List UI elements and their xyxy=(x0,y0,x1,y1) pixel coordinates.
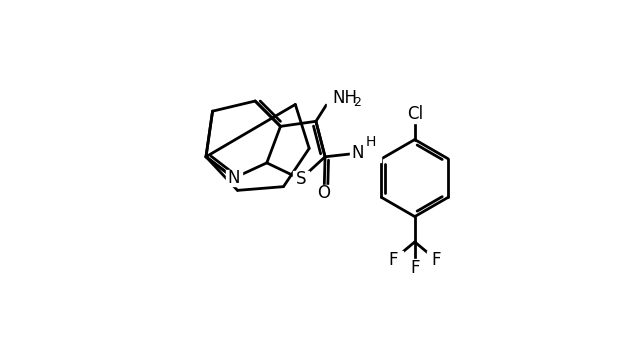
Text: N: N xyxy=(228,169,240,187)
Bar xyxy=(226,170,242,186)
Bar xyxy=(427,251,445,269)
Bar xyxy=(406,259,424,277)
Bar xyxy=(292,171,309,187)
Text: H: H xyxy=(365,135,376,148)
Bar xyxy=(327,89,360,107)
Text: S: S xyxy=(296,170,306,188)
Text: N: N xyxy=(351,144,364,162)
Bar xyxy=(316,185,332,201)
Text: F: F xyxy=(388,251,398,268)
Bar xyxy=(401,105,429,123)
Text: NH: NH xyxy=(332,89,357,107)
Text: F: F xyxy=(410,259,419,277)
Text: F: F xyxy=(431,251,441,268)
Text: O: O xyxy=(317,184,330,202)
Bar xyxy=(385,251,403,269)
Text: 2: 2 xyxy=(353,96,361,109)
Text: Cl: Cl xyxy=(406,105,423,123)
Bar xyxy=(351,137,381,162)
